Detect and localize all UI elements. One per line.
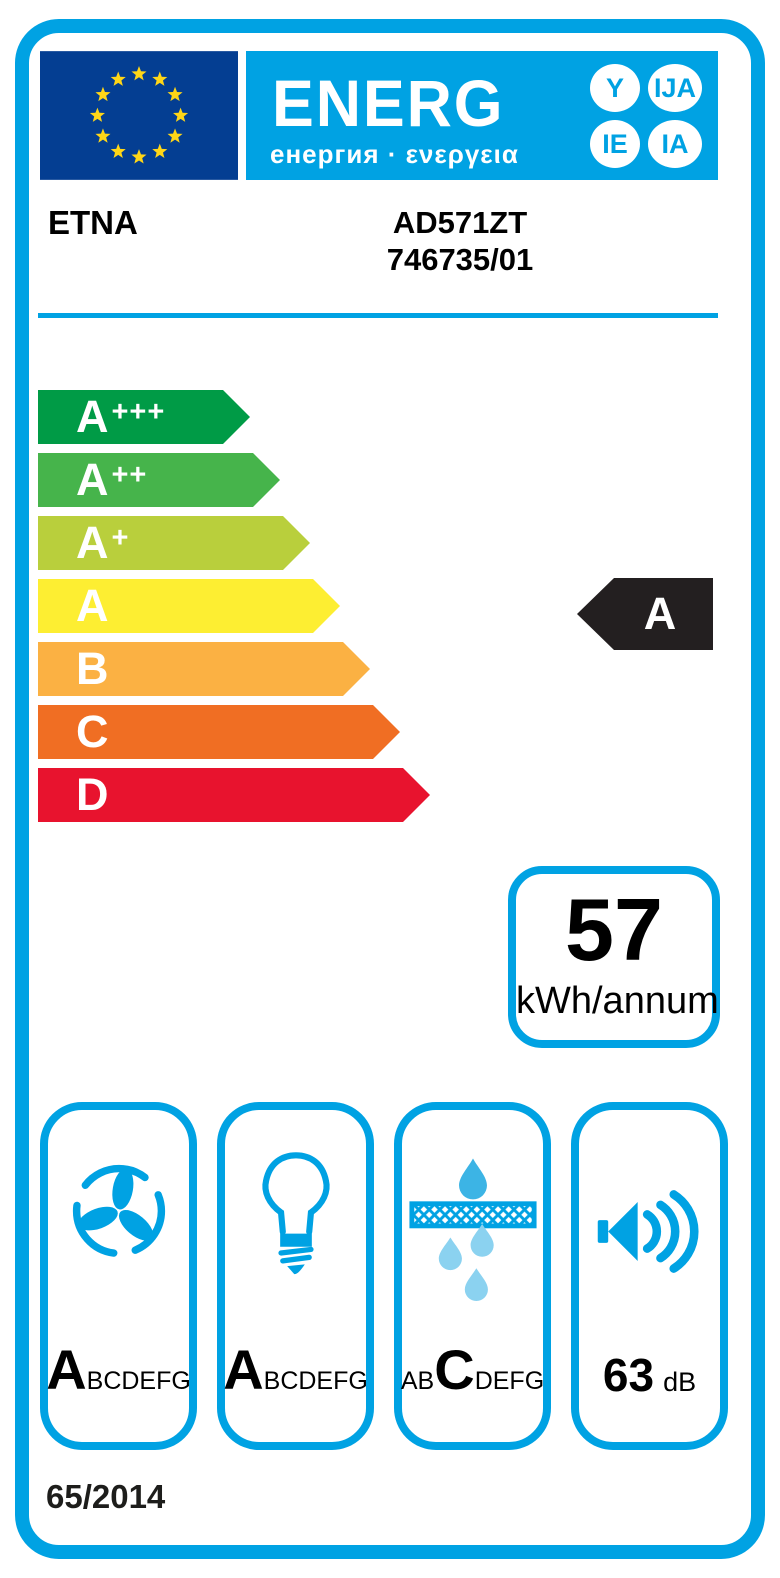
model-code: 746735/01 bbox=[386, 242, 534, 277]
grease-filter-icon bbox=[408, 1158, 537, 1301]
lighting-efficiency-grade: A BCDEFG bbox=[223, 1338, 368, 1401]
metric-fan-efficiency: A BCDEFG bbox=[40, 1102, 197, 1450]
scale-arrow-d: D bbox=[38, 768, 430, 822]
grease-filtering-grade: AB C DEFG bbox=[400, 1338, 545, 1401]
supplier-brand: ETNA bbox=[48, 204, 138, 241]
scale-arrow-a: A bbox=[38, 579, 340, 633]
scale-arrow-c: C bbox=[38, 705, 400, 759]
energy-class-scale: A +++ A ++ A + A B C D bbox=[38, 390, 430, 831]
energ-wordmark: ENERG bbox=[272, 66, 505, 140]
lightbulb-icon bbox=[261, 1152, 330, 1275]
model-identifier: AD571ZT bbox=[392, 205, 528, 240]
speaker-icon bbox=[597, 1190, 698, 1273]
energ-subtitle: енергия · ενεργεια bbox=[270, 139, 519, 169]
annual-energy-unit: kWh/annum bbox=[516, 980, 719, 1022]
energ-wordmark-box: ENERG енергия · ενεργεια Y IJA IE IA bbox=[246, 51, 718, 180]
fan-efficiency-grade: A BCDEFG bbox=[46, 1338, 191, 1401]
model-block: AD571ZT 746735/01 bbox=[310, 204, 610, 278]
metric-lighting-efficiency: A BCDEFG bbox=[217, 1102, 374, 1450]
metric-noise-level: 63 dB bbox=[571, 1102, 728, 1450]
annual-energy-box: 57 kWh/annum bbox=[508, 866, 720, 1048]
header-divider bbox=[38, 313, 718, 318]
noise-level-value: 63 dB bbox=[602, 1349, 697, 1401]
suffix-circle-y: Y bbox=[590, 64, 640, 112]
suffix-circle-ia: IA bbox=[648, 120, 702, 168]
suffix-circle-ie: IE bbox=[590, 120, 640, 168]
scale-arrow-b: B bbox=[38, 642, 370, 696]
selected-rating-letter: A bbox=[643, 588, 677, 639]
scale-arrow-a2plus: A ++ bbox=[38, 453, 280, 507]
scale-arrow-aplus: A + bbox=[38, 516, 310, 570]
selected-rating-indicator: A bbox=[577, 578, 713, 650]
suffix-circle-ija: IJA bbox=[648, 64, 702, 112]
regulation-reference: 65/2014 bbox=[46, 1478, 166, 1515]
eu-flag-icon bbox=[40, 51, 238, 180]
metric-grease-filtering: AB C DEFG bbox=[394, 1102, 551, 1450]
energ-suffix-circles: Y IJA IE IA bbox=[590, 64, 702, 168]
scale-arrow-a3plus: A +++ bbox=[38, 390, 250, 444]
annual-energy-value: 57 bbox=[565, 880, 663, 979]
fan-icon bbox=[72, 1164, 165, 1258]
